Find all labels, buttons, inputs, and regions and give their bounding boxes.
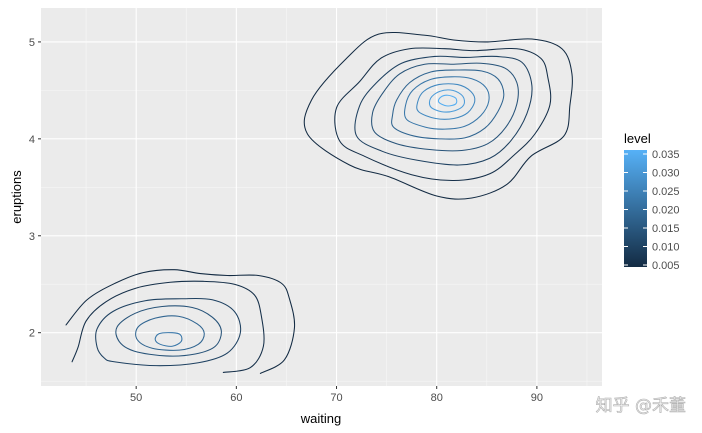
contour-lines: [65, 31, 573, 374]
watermark-text: 知乎 @禾董: [596, 396, 686, 416]
legend-label: 0.015: [652, 223, 680, 235]
contour-line: [403, 76, 490, 130]
contour-line: [135, 315, 205, 351]
minor-gridlines: [41, 8, 602, 386]
contour-cluster-lower: [65, 269, 296, 374]
contour-line: [303, 31, 573, 200]
plot-panel: [41, 8, 602, 386]
legend-label: 0.005: [652, 260, 680, 272]
x-tick-label: 60: [230, 392, 242, 404]
x-tick-label: 90: [531, 392, 543, 404]
legend-ticks: 0.035 0.030 0.025 0.020 0.015 0.010 0.005: [624, 149, 680, 272]
contour-line: [371, 62, 519, 152]
contour-line: [354, 55, 533, 166]
x-tick-label: 80: [431, 392, 443, 404]
x-tick-label: 70: [330, 392, 342, 404]
legend-label: 0.010: [652, 242, 680, 254]
contour-line: [65, 269, 296, 374]
y-axis-ticks: 2 3 4 5: [29, 37, 41, 340]
contour-line: [115, 305, 222, 357]
y-tick-label: 3: [29, 231, 35, 243]
contour-cluster-upper: [303, 31, 573, 200]
legend-label: 0.030: [652, 168, 680, 180]
x-axis-ticks: 50 60 70 80 90: [130, 386, 543, 404]
contour-line: [437, 94, 458, 107]
legend-label: 0.025: [652, 186, 680, 198]
x-axis-title: waiting: [300, 411, 341, 426]
legend: level 0.035 0.030 0.025 0.020 0.015 0.010 0.00…: [624, 131, 680, 272]
contour-line: [154, 332, 183, 347]
y-tick-label: 4: [29, 134, 35, 146]
y-tick-label: 2: [29, 328, 35, 340]
contour-line: [95, 297, 242, 367]
contour-line: [391, 69, 505, 140]
major-gridlines: [41, 8, 602, 386]
contour-line: [71, 280, 265, 373]
x-tick-label: 50: [130, 392, 142, 404]
contour-line: [416, 83, 476, 120]
legend-colorbar: [624, 150, 647, 267]
legend-label: 0.020: [652, 205, 680, 217]
contour-line: [428, 89, 466, 113]
contour-line: [334, 47, 552, 182]
y-tick-label: 5: [29, 37, 35, 49]
legend-label: 0.035: [652, 149, 680, 161]
y-axis-title: eruptions: [9, 170, 24, 224]
legend-title: level: [624, 131, 651, 146]
